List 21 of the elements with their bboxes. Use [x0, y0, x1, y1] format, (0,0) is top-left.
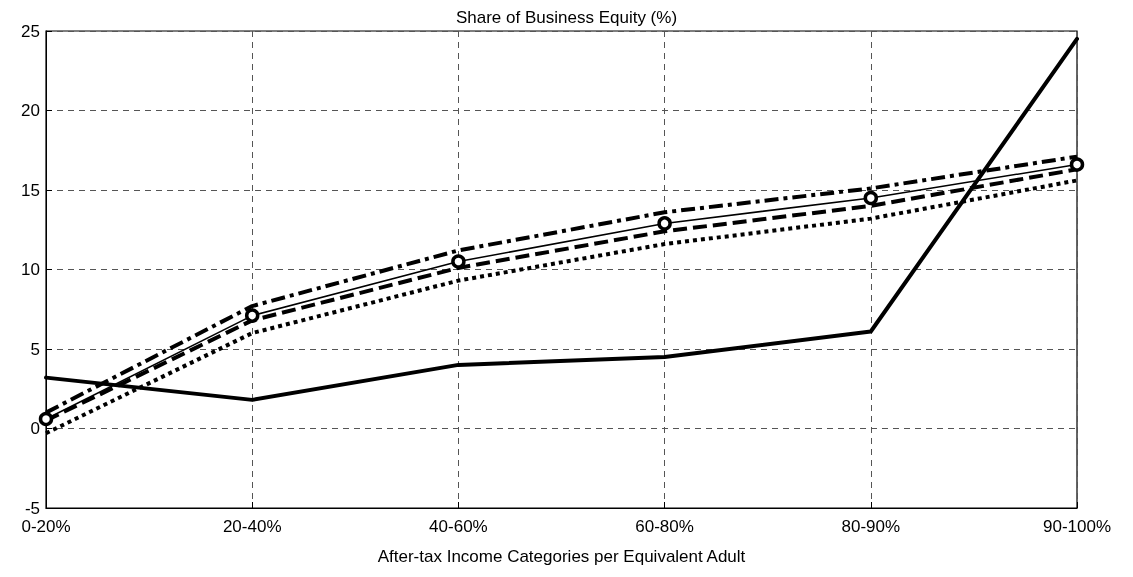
y-tick-label: -5	[24, 498, 40, 518]
point	[863, 190, 879, 206]
y-tick-label: 5	[30, 339, 40, 359]
x-tick-label: 40-60%	[429, 517, 488, 536]
chart-title: Share of Business Equity (%)	[455, 8, 678, 27]
point	[657, 216, 672, 231]
x-tick-label: 20-40%	[222, 517, 282, 536]
y-tick-label: 0	[30, 419, 40, 438]
point	[244, 308, 260, 323]
point	[38, 411, 54, 427]
point	[1069, 157, 1085, 172]
y-tick-label: 20	[21, 101, 40, 120]
y-tick-label: 25	[21, 21, 40, 41]
y-tick-label: 10	[21, 260, 40, 279]
x-tick-label: 90-100%	[1042, 517, 1112, 536]
x-tick-label: 80-90%	[841, 517, 901, 536]
y-tick-label: 15	[21, 180, 40, 200]
x-tick-label: 0-20%	[21, 517, 71, 536]
x-tick-label: 60-80%	[635, 517, 694, 536]
x-axis-title: After-tax Income Categories per Equivalent Adult	[377, 547, 746, 566]
point	[451, 254, 466, 269]
